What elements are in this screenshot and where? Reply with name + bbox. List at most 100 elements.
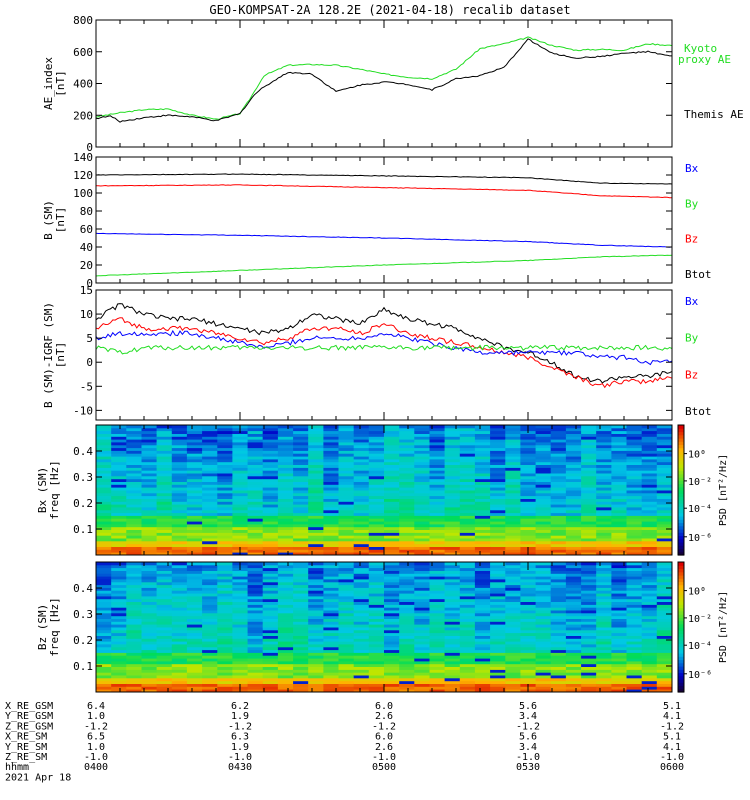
spectrogram-cell: [247, 470, 264, 474]
spectrogram-cell: [232, 478, 249, 482]
colorbar-cell: [678, 496, 684, 501]
spectrogram-cell: [277, 649, 294, 653]
spectrogram-cell: [156, 663, 173, 667]
spectrogram-cell: [550, 509, 567, 514]
spectrogram-cell: [474, 610, 491, 614]
spectrogram-cell: [247, 495, 264, 499]
spectrogram-cell: [414, 543, 430, 547]
spectrogram-cell: [156, 492, 173, 497]
spectrogram-cell: [202, 595, 218, 600]
spectrogram-cell: [581, 581, 597, 586]
spectrogram-cell: [474, 672, 491, 676]
spectrogram-cell: [550, 526, 567, 530]
spectrogram-cell: [232, 433, 249, 437]
spectrogram-cell: [550, 501, 567, 505]
spectrogram-cell: [338, 442, 355, 446]
spectrogram-cell: [384, 540, 400, 545]
spectrogram-cell: [277, 492, 294, 497]
spectrogram-cell: [171, 484, 188, 488]
spectrogram-cell: [338, 492, 355, 497]
spectrogram-cell: [186, 632, 203, 636]
spectrogram-cell: [323, 526, 340, 530]
colorbar-cell: [678, 499, 684, 504]
spectrogram-cell: [444, 677, 461, 682]
spectrogram-cell: [353, 652, 370, 656]
spectrogram-cell: [141, 669, 158, 673]
spectrogram-cell: [414, 660, 430, 665]
spectrogram-cell: [368, 604, 385, 608]
spectrogram-cell: [656, 501, 673, 505]
spectrogram-cell: [444, 615, 461, 619]
spectrogram-cell: [141, 567, 158, 571]
spectrogram-cell: [232, 540, 249, 545]
spectrogram-cell: [96, 453, 112, 457]
spectrogram-cell: [581, 450, 597, 454]
spectrogram-cell: [338, 549, 355, 553]
spectrogram-cell: [232, 484, 249, 488]
spectrogram-cell: [202, 475, 218, 480]
spectrogram-cell: [353, 430, 370, 434]
spectrogram-cell: [429, 621, 446, 625]
spectrogram-cell: [656, 573, 673, 577]
spectrogram-cell: [656, 635, 673, 639]
spectrogram-cell: [293, 518, 309, 522]
spectrogram-cell: [277, 658, 294, 662]
spectrogram-cell: [111, 672, 127, 676]
spectrogram-cell: [535, 495, 552, 499]
spectrogram-cell: [368, 425, 385, 429]
spectrogram-cell: [232, 615, 249, 619]
spectrogram-cell: [490, 579, 506, 583]
spectrogram-cell: [338, 453, 355, 457]
spectrogram-cell: [247, 562, 264, 566]
spectrogram-cell: [111, 601, 127, 605]
spectrogram-cell: [444, 618, 461, 622]
spectrogram-cell: [474, 450, 491, 454]
spectrogram-cell: [444, 484, 461, 488]
spectrogram-cell: [368, 529, 385, 533]
spectrogram-cell: [111, 427, 127, 432]
spectrogram-cell: [353, 590, 370, 594]
spectrogram-cell: [459, 430, 476, 434]
spectrogram-cell: [565, 442, 582, 446]
spectrogram-cell: [596, 495, 612, 499]
spectrogram-cell: [368, 587, 385, 591]
spectrogram-cell: [596, 521, 612, 525]
spectrogram-cell: [293, 658, 309, 662]
spectrogram-cell: [429, 492, 446, 497]
spectrogram-cell: [232, 442, 249, 446]
spectrogram-cell: [520, 581, 537, 586]
spectrogram-cell: [550, 573, 567, 577]
spectrogram-cell: [581, 492, 597, 497]
spectrogram-cell: [186, 470, 203, 474]
spectrogram-cell: [323, 495, 340, 499]
spectrogram-cell: [384, 663, 400, 667]
spectrogram-cell: [277, 564, 294, 569]
spectrogram-cell: [414, 447, 430, 451]
ephemeris-value: 3.4: [519, 742, 537, 753]
spectrogram-cell: [368, 458, 385, 463]
spectrogram-cell: [217, 538, 233, 542]
spectrogram-cell: [596, 504, 612, 508]
spectrogram-cell: [338, 552, 355, 556]
spectrogram-cell: [596, 686, 612, 690]
spectrogram-cell: [474, 564, 491, 569]
spectrogram-cell: [308, 683, 324, 687]
spectrogram-cell: [535, 450, 552, 454]
spectrogram-cell: [565, 573, 582, 577]
spectrogram-cell: [459, 579, 476, 583]
spectrogram-cell: [217, 515, 233, 519]
spectrogram-cell: [581, 484, 597, 488]
ephemeris-value: -1.2: [660, 721, 684, 732]
spectrogram-cell: [277, 526, 294, 530]
spectrogram-cell: [111, 521, 127, 525]
spectrogram-cell: [550, 450, 567, 454]
spectrogram-cell: [156, 579, 173, 583]
spectrogram-cell: [384, 478, 400, 482]
spectrogram-cell: [338, 666, 355, 670]
spectrogram-cell: [641, 638, 658, 642]
spectrogram-cell: [626, 478, 643, 482]
spectrogram-cell: [111, 487, 127, 491]
spectrogram-cell: [459, 646, 476, 651]
spectrogram-cell: [202, 584, 218, 588]
spectrogram-cell: [126, 632, 142, 636]
